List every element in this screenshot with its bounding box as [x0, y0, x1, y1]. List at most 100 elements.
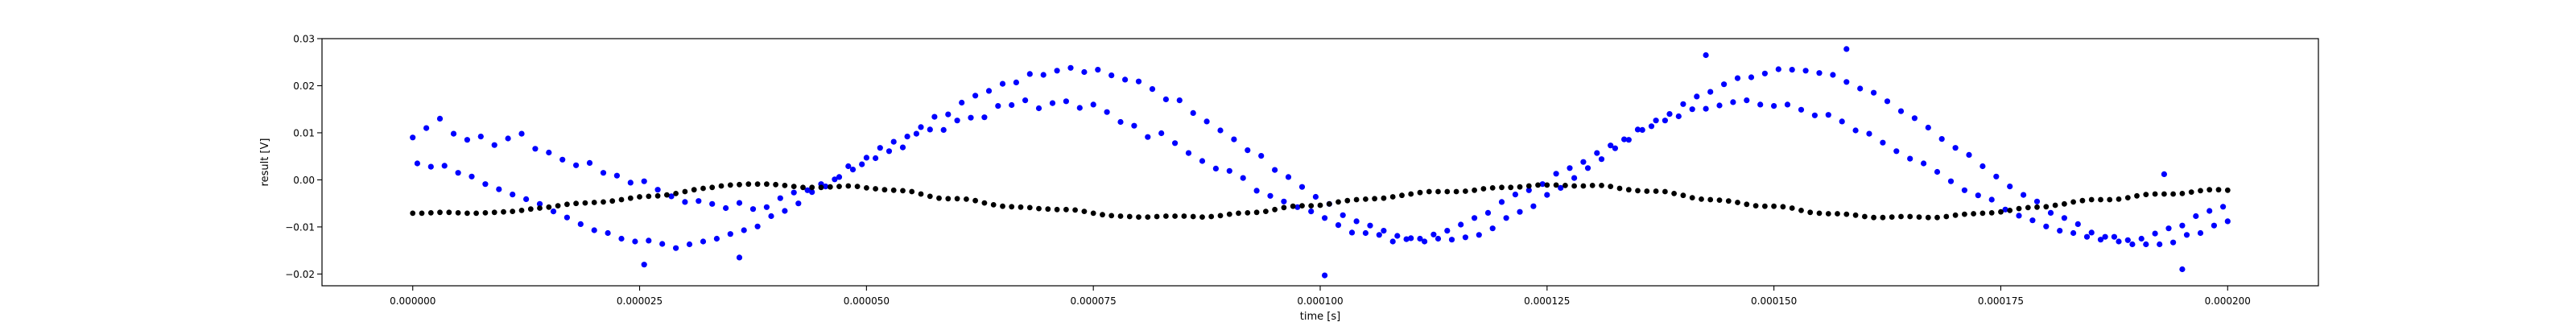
- data-point: [2107, 196, 2113, 203]
- data-point: [1203, 118, 1210, 125]
- data-point: [1911, 115, 1918, 122]
- data-point: [1512, 192, 1518, 198]
- data-point: [1049, 100, 1056, 106]
- data-point: [591, 200, 597, 205]
- data-point: [1558, 184, 1564, 191]
- data-point: [1744, 201, 1750, 208]
- data-point: [1798, 106, 1805, 113]
- data-point: [2224, 218, 2231, 225]
- data-point: [804, 187, 811, 193]
- data-point: [700, 238, 707, 245]
- data-point: [1090, 210, 1096, 217]
- data-point: [1934, 168, 1941, 175]
- data-point: [2165, 225, 2172, 232]
- y-tick-label: 0.00: [293, 175, 315, 186]
- data-point: [1076, 105, 1083, 111]
- data-point: [518, 208, 525, 213]
- data-point: [1580, 183, 1587, 189]
- data-point: [1871, 214, 1877, 221]
- data-point: [1744, 97, 1750, 104]
- data-point: [2088, 196, 2095, 203]
- y-axis: −0.02 −0.01 0.00 0.01 0.02 0.03: [285, 34, 322, 280]
- data-point: [1054, 68, 1060, 74]
- data-point: [1503, 215, 1509, 221]
- data-point: [2143, 192, 2149, 198]
- data-point: [754, 223, 761, 229]
- data-point: [849, 167, 857, 173]
- data-point: [709, 184, 716, 191]
- data-point: [1544, 182, 1550, 188]
- data-point: [1104, 109, 1110, 115]
- data-point: [1925, 124, 1931, 131]
- data-point: [682, 199, 688, 205]
- data-point: [2161, 171, 2167, 177]
- data-point: [2111, 233, 2117, 240]
- data-point: [510, 192, 516, 198]
- data-point: [1884, 98, 1891, 105]
- data-point: [637, 194, 642, 200]
- data-point: [1943, 213, 1950, 220]
- data-point: [523, 196, 530, 202]
- data-point: [2116, 238, 2122, 245]
- data-point: [2079, 197, 2086, 204]
- data-point: [1634, 126, 1641, 133]
- data-point: [1353, 196, 1360, 203]
- data-point: [419, 210, 425, 217]
- data-point: [700, 185, 706, 192]
- data-point: [423, 125, 430, 131]
- data-point: [1317, 202, 1323, 208]
- data-point: [577, 221, 584, 227]
- data-point: [1952, 212, 1959, 218]
- data-point: [1417, 189, 1423, 196]
- data-point: [1263, 208, 1269, 214]
- data-point: [899, 144, 906, 151]
- data-point: [2057, 228, 2063, 234]
- data-point: [427, 163, 434, 170]
- data-point: [1484, 209, 1492, 216]
- data-point: [1212, 165, 1219, 171]
- data-point: [2152, 191, 2158, 197]
- data-point: [1952, 145, 1959, 151]
- data-point: [1703, 105, 1709, 112]
- data-point: [1489, 225, 1496, 232]
- data-point: [909, 188, 915, 195]
- data-point: [1448, 237, 1455, 243]
- data-point: [1771, 203, 1777, 209]
- data-point: [1721, 81, 1728, 88]
- data-point: [1063, 98, 1069, 105]
- data-point: [1208, 213, 1215, 220]
- data-point: [1340, 212, 1346, 218]
- data-point: [718, 183, 724, 189]
- data-point: [727, 182, 733, 188]
- data-point: [1489, 185, 1496, 191]
- data-point: [2152, 230, 2158, 237]
- data-point: [854, 184, 861, 190]
- data-point: [1081, 68, 1088, 76]
- data-point: [1226, 167, 1232, 174]
- data-point: [918, 124, 924, 130]
- data-point: [464, 210, 470, 217]
- data-point: [2097, 237, 2104, 243]
- data-point: [1938, 136, 1945, 142]
- data-point: [1825, 112, 1831, 118]
- data-point: [773, 181, 778, 188]
- data-point: [1312, 193, 1319, 200]
- data-point: [795, 200, 802, 207]
- data-point: [1367, 222, 1373, 229]
- data-point: [1802, 68, 1809, 74]
- data-point: [1480, 186, 1487, 192]
- data-point: [713, 235, 720, 242]
- data-point: [945, 196, 952, 202]
- data-point: [2170, 239, 2177, 246]
- data-point: [1472, 215, 1478, 221]
- data-point: [836, 174, 843, 180]
- data-point: [1217, 127, 1224, 134]
- data-point: [1181, 213, 1187, 219]
- data-point: [1775, 66, 1781, 72]
- data-point: [2183, 232, 2190, 238]
- data-point: [1162, 96, 1169, 102]
- data-point: [686, 241, 693, 248]
- data-point: [1735, 200, 1740, 205]
- data-point: [1816, 70, 1823, 76]
